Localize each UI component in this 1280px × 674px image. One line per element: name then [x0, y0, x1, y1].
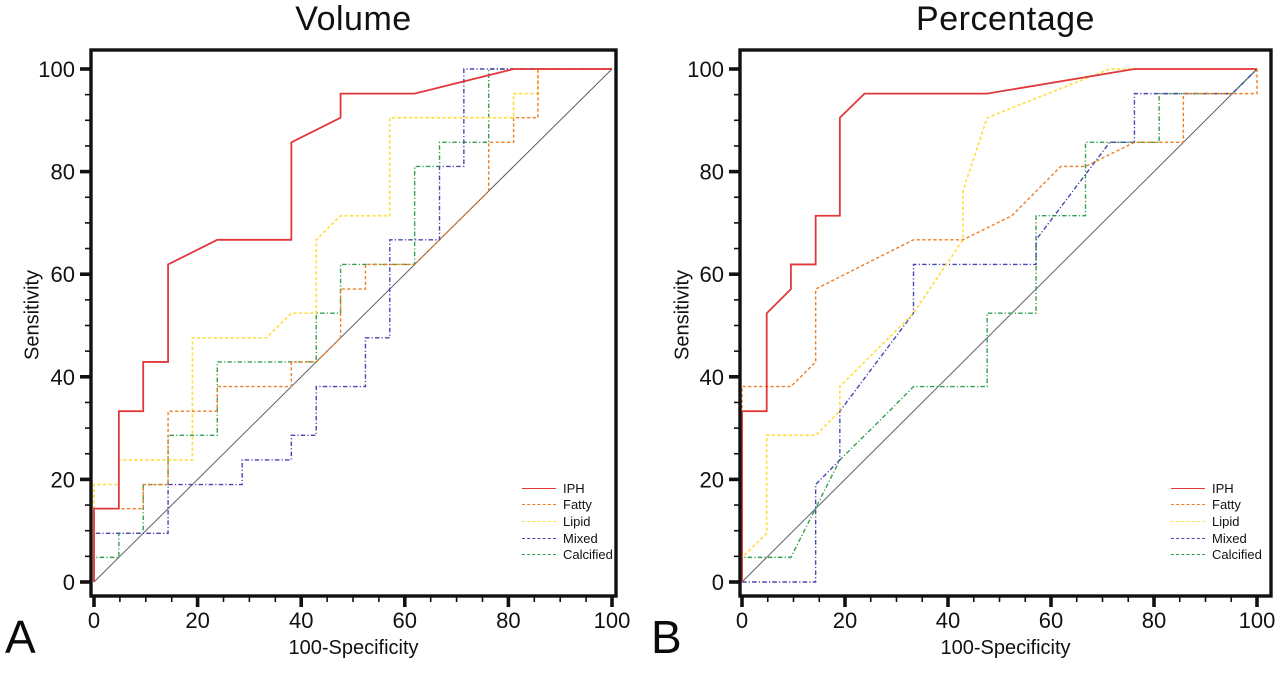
y-tick-label: 0	[63, 570, 75, 595]
x-tick-label: 20	[833, 608, 857, 633]
y-tick-label: 80	[51, 160, 75, 185]
roc-curve-lipid	[741, 68, 1257, 582]
y-tick-label: 40	[51, 365, 75, 390]
x-tick-label: 60	[1039, 608, 1063, 633]
x-tick-label: 0	[736, 608, 748, 633]
y-tick-label: 40	[700, 365, 724, 390]
x-tick-label: 80	[1142, 608, 1166, 633]
roc-plot-percentage: 0 20 40 60 80 100 0 20 40 60 80 100	[687, 48, 1276, 633]
x-tick-label: 20	[185, 608, 209, 633]
axis-ticks	[729, 67, 1259, 607]
roc-curve-fatty	[741, 69, 1258, 582]
plot-frame	[738, 48, 1273, 598]
roc-curve-iph	[93, 68, 612, 582]
y-tick-label: 60	[51, 262, 75, 287]
chance-diagonal-line	[93, 68, 613, 583]
x-tick-label: 60	[393, 608, 417, 633]
y-tick-label: 80	[700, 160, 724, 185]
roc-curve-mixed	[93, 68, 612, 582]
x-tick-label: 40	[936, 608, 960, 633]
axis-ticks	[80, 67, 614, 607]
y-tick-label: 100	[687, 57, 724, 82]
roc-curve-mixed	[742, 68, 1258, 583]
roc-curve-calcified	[741, 68, 1258, 582]
roc-curve-iph	[741, 68, 1257, 582]
roc-curve-fatty	[93, 68, 612, 582]
plot-frame	[89, 48, 618, 598]
chance-diagonal-line	[741, 68, 1258, 583]
y-tick-label: 0	[712, 570, 724, 595]
x-tick-label: 0	[88, 608, 100, 633]
roc-plot-volume: 0 20 40 60 80 100 0 20 40 60 80 100	[38, 48, 631, 633]
y-tick-label: 60	[700, 262, 724, 287]
x-tick-label: 40	[289, 608, 313, 633]
y-tick-label: 100	[38, 57, 75, 82]
y-tick-label: 20	[700, 467, 724, 492]
x-tick-label: 80	[496, 608, 520, 633]
y-tick-label: 20	[51, 467, 75, 492]
x-tick-label: 100	[594, 608, 631, 633]
x-tick-label: 100	[1239, 608, 1276, 633]
